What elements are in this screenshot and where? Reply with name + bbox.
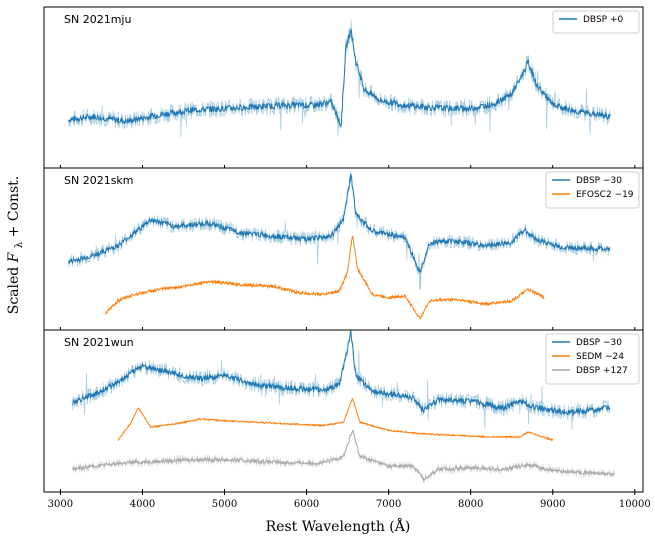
- x-tick-label: 8000: [458, 499, 483, 510]
- series-line-dbsp--30: [72, 330, 611, 417]
- legend: DBSP +0: [552, 10, 640, 34]
- panel-title: SN 2021mju: [64, 13, 131, 26]
- x-tick-label: 5000: [212, 499, 237, 510]
- y-axis-label-rest: + Const.: [6, 176, 22, 238]
- legend-label: SEDM −24: [576, 352, 624, 362]
- series-line-dbsp-+127: [72, 429, 615, 482]
- panel-3: SN 2021wun DBSP −30 SEDM −24 DBSP +127: [43, 329, 644, 493]
- legend-label: DBSP +0: [583, 15, 623, 25]
- y-axis-label: Scaled F λ + Const.: [6, 176, 26, 315]
- series-line-dbsp--30: [68, 173, 611, 274]
- y-axis-label-subscript: λ: [14, 241, 25, 248]
- series-line-sedm--24: [117, 398, 554, 442]
- panel-title: SN 2021skm: [64, 174, 134, 187]
- series-line-dbsp-+0: [68, 29, 611, 127]
- x-axis-label: Rest Wavelength (Å): [266, 517, 411, 535]
- panels-group: SN 2021mju DBSP +0 SN 2021skm DBSP −30 EFOSC…: [43, 6, 644, 493]
- x-tick-label: 4000: [130, 499, 155, 510]
- panel-plot-area: [68, 170, 611, 321]
- x-tick-label: 3000: [48, 499, 73, 510]
- legend-label: DBSP −30: [576, 176, 622, 186]
- y-axis-label-main: Scaled: [6, 262, 22, 314]
- x-axis: 3000 4000 5000 6000 7000 8000 9000 10000: [48, 491, 651, 510]
- legend: DBSP −30 EFOSC2 −19: [545, 171, 640, 209]
- series-line-efosc2--19: [105, 235, 545, 321]
- legend-box: [545, 333, 640, 385]
- legend-label: EFOSC2 −19: [576, 190, 634, 200]
- panel-plot-area: [72, 330, 615, 483]
- x-tick-label: 10000: [619, 499, 651, 510]
- x-tick-label: 7000: [376, 499, 401, 510]
- panel-plot-area: [68, 20, 611, 138]
- legend-label: DBSP +127: [576, 366, 628, 376]
- legend-box: [552, 10, 640, 34]
- legend-box: [545, 171, 640, 209]
- panel-title: SN 2021wun: [64, 336, 134, 349]
- x-tick-label: 6000: [294, 499, 319, 510]
- legend: DBSP −30 SEDM −24 DBSP +127: [545, 333, 640, 385]
- x-tick-label: 9000: [540, 499, 565, 510]
- legend-label: DBSP −30: [576, 338, 622, 348]
- panel-frame: [43, 329, 644, 493]
- series-raw-dbsp--30: [68, 170, 611, 290]
- panel-2: SN 2021skm DBSP −30 EFOSC2 −19: [43, 167, 644, 331]
- y-axis-label-symbol: F: [6, 251, 22, 263]
- panel-1: SN 2021mju DBSP +0: [43, 6, 644, 169]
